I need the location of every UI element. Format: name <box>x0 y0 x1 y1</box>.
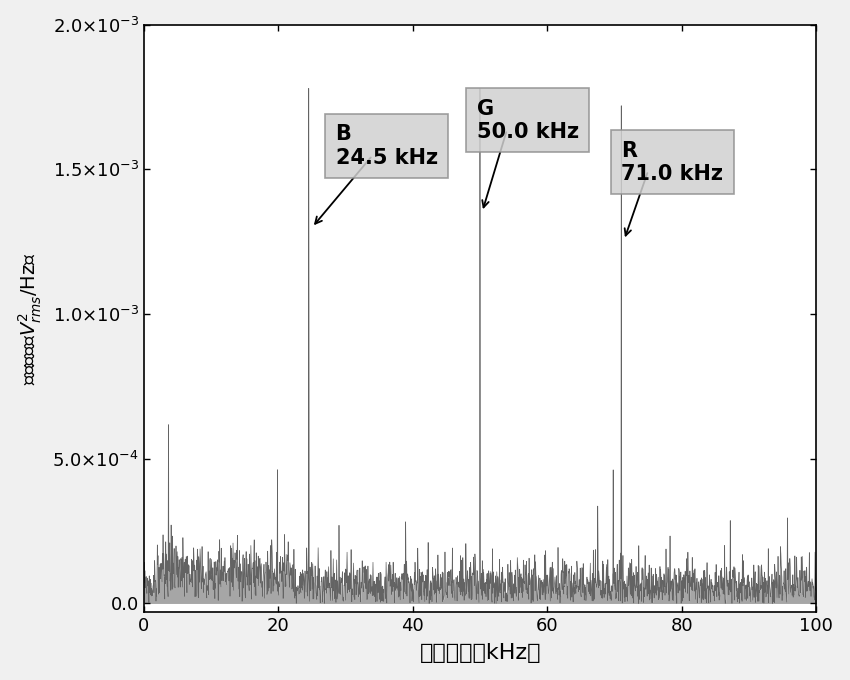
Text: R
71.0 kHz: R 71.0 kHz <box>621 141 723 184</box>
Text: B
24.5 kHz: B 24.5 kHz <box>336 124 438 168</box>
Y-axis label: 频谱幅度（$V^2_{rms}$/Hz）: 频谱幅度（$V^2_{rms}$/Hz） <box>17 252 44 385</box>
Text: G
50.0 kHz: G 50.0 kHz <box>477 99 579 142</box>
X-axis label: 调制频率（kHz）: 调制频率（kHz） <box>419 643 541 663</box>
